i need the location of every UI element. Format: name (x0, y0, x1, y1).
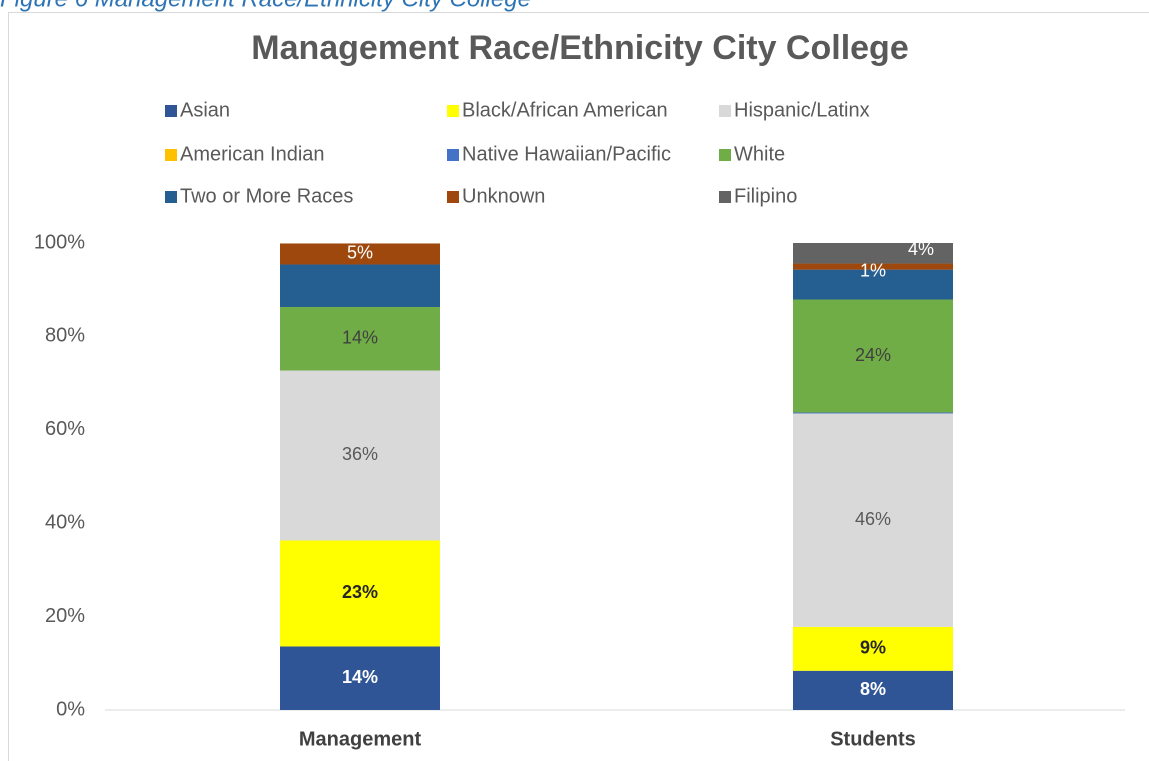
bar-segment (280, 370, 440, 541)
legend-label: White (734, 143, 785, 165)
legend-label: Black/African American (462, 99, 668, 121)
bar-segment (280, 646, 440, 710)
y-tick-label: 0% (56, 698, 85, 720)
data-label: 46% (855, 509, 891, 529)
bar-segment (280, 306, 440, 371)
chart-frame (8, 12, 1149, 761)
bar-segment (280, 540, 440, 647)
bar-segment (793, 670, 953, 710)
data-label: 4% (908, 239, 934, 259)
y-tick-label: 20% (45, 605, 85, 627)
data-label: 23% (342, 582, 378, 602)
bar-segment (793, 263, 953, 270)
bar-segment (793, 413, 953, 627)
legend-swatch (165, 191, 177, 203)
data-label: 36% (342, 444, 378, 464)
data-label: 24% (855, 345, 891, 365)
caption: Figure 6 Management Race/Ethnicity City … (0, 0, 531, 12)
bar-segment (793, 412, 953, 414)
legend-label: Native Hawaiian/Pacific (462, 143, 671, 165)
chart-title: Management Race/Ethnicity City College (251, 29, 909, 67)
bar-segment (793, 269, 953, 300)
x-tick-label: Students (830, 728, 916, 750)
legend-swatch (447, 105, 459, 117)
bar-segment (280, 243, 440, 265)
bar-segment (793, 299, 953, 413)
legend-swatch (165, 149, 177, 161)
legend-swatch (719, 105, 731, 117)
data-label: 5% (347, 243, 373, 263)
data-label: 14% (342, 327, 378, 347)
data-label: 14% (342, 667, 378, 687)
bar-segment (280, 264, 440, 307)
data-label: 8% (860, 679, 886, 699)
legend-label: Hispanic/Latinx (734, 99, 870, 121)
legend-label: Filipino (734, 185, 797, 207)
legend-swatch (447, 191, 459, 203)
y-tick-label: 40% (45, 511, 85, 533)
y-tick-label: 80% (45, 325, 85, 347)
legend-swatch (447, 149, 459, 161)
legend-label: Unknown (462, 185, 545, 207)
y-tick-label: 60% (45, 418, 85, 440)
legend-swatch (719, 149, 731, 161)
bar-segment (793, 243, 953, 264)
legend-swatch (719, 191, 731, 203)
bar-segment (793, 626, 953, 671)
legend-label: American Indian (180, 143, 325, 165)
legend-swatch (165, 105, 177, 117)
data-label: 1% (860, 260, 886, 280)
x-tick-label: Management (299, 728, 422, 750)
legend-label: Two or More Races (180, 185, 353, 207)
legend-label: Asian (180, 99, 230, 121)
data-label: 9% (860, 638, 886, 658)
y-tick-label: 100% (34, 231, 85, 253)
